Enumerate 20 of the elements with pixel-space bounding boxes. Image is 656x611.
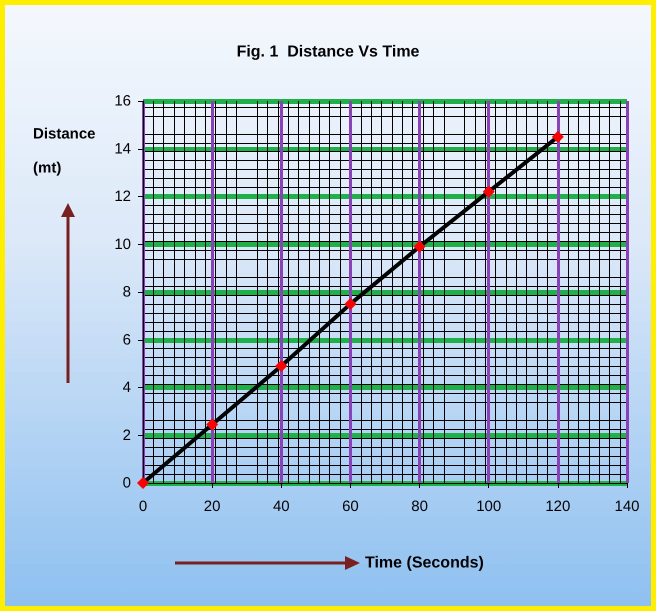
- y-tick-label: 4: [122, 379, 131, 396]
- x-tick-label: 140: [614, 498, 640, 515]
- x-tick-label: 100: [476, 498, 502, 515]
- y-axis-title: Distance (mt): [33, 126, 96, 176]
- y-tick-label: 10: [114, 236, 131, 253]
- x-tick-label: 60: [342, 498, 359, 515]
- x-tick-label: 0: [138, 498, 148, 515]
- y-tick-label: 14: [114, 140, 131, 158]
- y-tick-label: 8: [122, 284, 131, 300]
- x-tick-label: 120: [545, 498, 570, 515]
- chart-title: Fig. 1 Distance Vs Time: [236, 44, 420, 60]
- x-tick-label: 80: [411, 498, 428, 515]
- x-tick-label: 20: [204, 498, 220, 515]
- y-tick-label: 0: [122, 474, 131, 492]
- y-tick-label: 16: [114, 92, 131, 110]
- x-axis-title: Time (Seconds): [365, 554, 484, 572]
- y-tick-label: 6: [122, 331, 131, 348]
- y-tick-label: 2: [122, 426, 131, 444]
- y-tick-label: 12: [114, 188, 131, 205]
- x-tick-label: 40: [272, 498, 290, 515]
